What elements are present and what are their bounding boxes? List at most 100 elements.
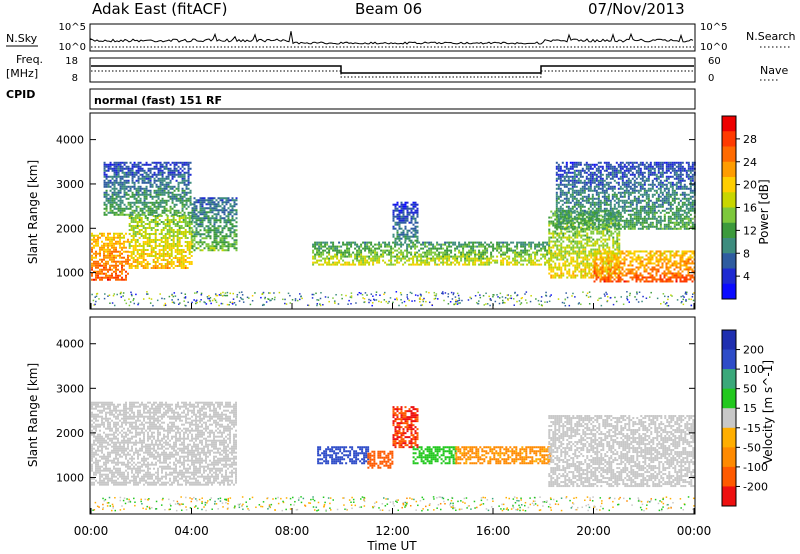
heatmap-cell <box>520 243 523 246</box>
heatmap-cell <box>400 201 403 204</box>
heatmap-cell <box>158 250 161 253</box>
heatmap-cell <box>603 161 606 164</box>
heatmap-cell <box>536 245 539 248</box>
heatmap-cell <box>599 205 602 208</box>
heatmap-cell <box>472 263 475 266</box>
heatmap-cell <box>374 253 377 256</box>
heatmap-cell <box>592 238 595 241</box>
heatmap-cell <box>392 255 395 258</box>
heatmap-cell <box>556 248 559 251</box>
heatmap-cell <box>145 189 148 192</box>
heatmap-cell <box>608 238 611 241</box>
heatmap-cell <box>408 235 411 238</box>
heatmap-cell <box>105 185 108 188</box>
heatmap-cell <box>356 257 359 260</box>
heatmap-cell <box>174 256 177 259</box>
heatmap-cell <box>111 177 114 180</box>
heatmap-cell <box>128 242 131 245</box>
heatmap-cell <box>679 268 682 271</box>
heatmap-cell <box>178 224 181 227</box>
heatmap-cell <box>635 276 638 279</box>
heatmap-cell <box>225 215 228 218</box>
heatmap-cell <box>203 217 206 220</box>
heatmap-cell <box>571 227 574 230</box>
heatmap-cell <box>155 193 158 196</box>
heatmap-cell <box>134 216 137 219</box>
heatmap-cell <box>103 179 106 182</box>
heatmap-cell <box>585 197 588 200</box>
heatmap-cell <box>158 262 161 265</box>
heatmap-cell <box>133 195 136 198</box>
heatmap-cell <box>111 163 114 166</box>
heatmap-cell <box>593 201 596 204</box>
heatmap-cell <box>506 259 509 262</box>
heatmap-cell <box>412 255 415 258</box>
heatmap-cell <box>588 224 591 227</box>
heatmap-cell <box>117 278 119 281</box>
heatmap-cell <box>583 223 586 226</box>
heatmap-cell <box>368 257 371 260</box>
heatmap-cell <box>142 266 145 269</box>
heatmap-cell <box>129 205 132 208</box>
heatmap-cell <box>119 246 121 249</box>
heatmap-cell <box>500 249 503 252</box>
heatmap-cell <box>336 261 339 264</box>
heatmap-cell <box>162 222 165 225</box>
heatmap-cell <box>113 234 115 237</box>
heatmap-cell <box>374 255 377 258</box>
heatmap-cell <box>149 209 152 212</box>
heatmap-cell <box>165 185 168 188</box>
heatmap-cell <box>318 243 321 246</box>
heatmap-cell <box>635 278 638 281</box>
heatmap-cell <box>562 232 565 235</box>
heatmap-cell <box>472 251 475 254</box>
heatmap-cell <box>125 232 127 235</box>
heatmap-cell <box>502 253 505 256</box>
heatmap-cell <box>121 246 123 249</box>
heatmap-cell <box>593 171 596 174</box>
heatmap-cell <box>637 256 640 259</box>
heatmap-cell <box>165 163 168 166</box>
heatmap-cell <box>191 239 194 242</box>
heatmap-cell <box>587 173 590 176</box>
heatmap-cell <box>502 241 505 244</box>
heatmap-cell <box>561 213 564 216</box>
heatmap-cell <box>575 191 578 194</box>
heatmap-cell <box>474 259 477 262</box>
heatmap-cell <box>470 247 473 250</box>
heatmap-cell <box>164 226 167 229</box>
heatmap-cell <box>378 257 381 260</box>
heatmap-cell <box>582 222 585 225</box>
heatmap-cell <box>568 272 571 275</box>
heatmap-cell <box>616 210 619 213</box>
heatmap-cell <box>673 254 676 257</box>
heatmap-cell <box>544 263 547 266</box>
heatmap-cell <box>625 254 628 257</box>
heatmap-cell <box>117 195 120 198</box>
heatmap-cell <box>162 228 165 231</box>
heatmap-cell <box>231 209 234 212</box>
heatmap-cell <box>585 183 588 186</box>
heatmap-cell <box>366 259 369 262</box>
heatmap-cell <box>396 235 399 238</box>
heatmap-cell <box>146 222 149 225</box>
heatmap-cell <box>136 244 139 247</box>
heatmap-cell <box>599 173 602 176</box>
heatmap-cell <box>95 250 97 253</box>
heatmap-cell <box>557 213 560 216</box>
heatmap-cell <box>583 205 586 208</box>
heatmap-cell <box>412 259 415 262</box>
heatmap-cell <box>597 227 600 230</box>
heatmap-cell <box>596 238 599 241</box>
heatmap-cell <box>143 181 146 184</box>
heatmap-cell <box>589 163 592 166</box>
heatmap-cell <box>618 268 621 271</box>
heatmap-cell <box>578 252 581 255</box>
heatmap-cell <box>360 253 363 256</box>
heatmap-cell <box>400 207 403 210</box>
heatmap-cell <box>406 231 409 234</box>
heatmap-cell <box>115 254 117 257</box>
heatmap-cell <box>584 234 587 237</box>
heatmap-cell <box>685 278 688 281</box>
heatmap-cell <box>211 209 214 212</box>
